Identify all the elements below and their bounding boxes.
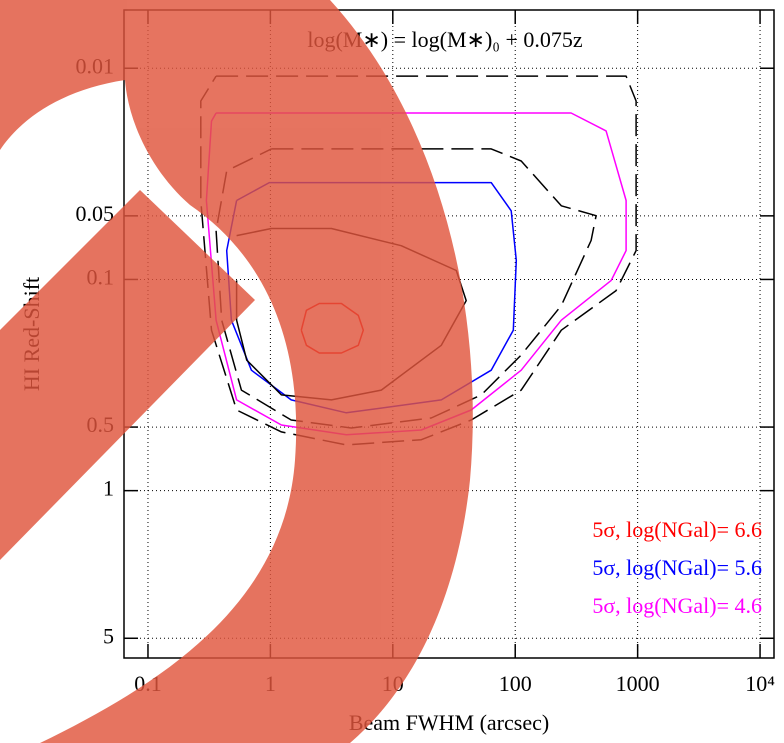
y-axis-label: HI Red-Shift — [19, 277, 44, 391]
y-tick-label: 0.05 — [76, 201, 115, 226]
legend-entry: 5σ, log(NGal)= 5.6 — [592, 555, 762, 580]
x-tick-label: 0.1 — [134, 671, 162, 696]
legend-entry: 5σ, log(NGal)= 6.6 — [592, 517, 762, 542]
x-tick-label: 1 — [265, 671, 276, 696]
y-tick-label: 1 — [103, 476, 114, 501]
annotation: log(M∗) = log(M∗)₀ + 0.075z — [307, 27, 583, 52]
y-tick-label: 0.01 — [76, 53, 115, 78]
y-tick-label: 5 — [103, 623, 114, 648]
y-tick-label: 0.1 — [87, 264, 115, 289]
legend-entry: 5σ, log(NGal)= 4.6 — [592, 593, 762, 618]
y-tick-label: 0.5 — [87, 412, 115, 437]
x-tick-label: 1000 — [616, 671, 660, 696]
x-tick-label: 100 — [499, 671, 532, 696]
x-tick-label: 10 — [382, 671, 404, 696]
x-axis-label: Beam FWHM (arcsec) — [349, 710, 549, 735]
x-tick-label: 10⁴ — [745, 671, 775, 696]
